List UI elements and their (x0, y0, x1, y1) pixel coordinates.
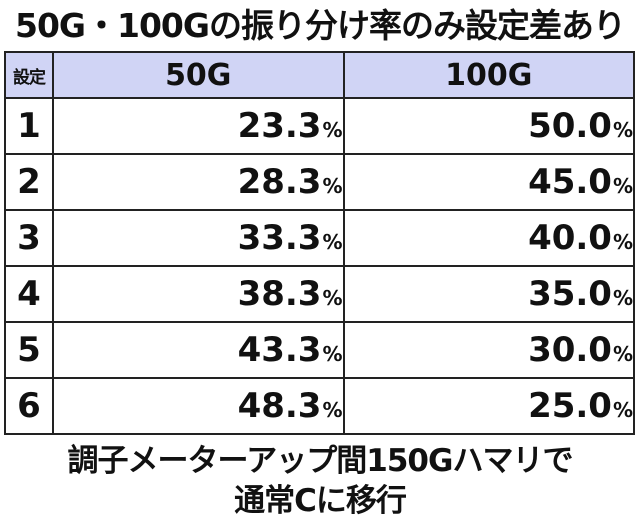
rate-value: 40.0 (528, 218, 612, 258)
rate-50g-cell: 28.3% (52, 153, 345, 211)
footer-line-1: 調子メーターアップ間150Gハマリで (67, 443, 574, 479)
percent-sign: % (322, 286, 343, 310)
rate-value: 43.3 (237, 330, 322, 370)
table-row: 2 28.3% 45.0% (4, 153, 635, 211)
rate-value: 28.3 (237, 162, 322, 202)
header-50g: 50G (52, 51, 345, 99)
rate-50g-cell: 33.3% (52, 209, 345, 267)
setting-cell: 3 (4, 209, 54, 267)
percent-sign: % (322, 230, 343, 254)
rate-50g-cell: 43.3% (52, 321, 345, 379)
rate-value: 25.0 (528, 386, 612, 426)
table-row: 4 38.3% 35.0% (4, 265, 635, 323)
rate-100g-cell: 35.0% (342, 265, 635, 323)
rate-50g-cell: 38.3% (52, 265, 345, 323)
percent-sign: % (612, 118, 633, 142)
rate-100g-cell: 50.0% (342, 97, 635, 155)
table-row: 6 48.3% 25.0% (4, 377, 635, 435)
rate-100g-cell: 30.0% (342, 321, 635, 379)
rate-50g-cell: 23.3% (52, 97, 345, 155)
rate-50g-cell: 48.3% (52, 377, 345, 435)
rate-value: 30.0 (528, 330, 612, 370)
percent-sign: % (322, 342, 343, 366)
percent-sign: % (322, 398, 343, 422)
table-header-row: 設定 50G 100G (4, 51, 635, 99)
table-row: 5 43.3% 30.0% (4, 321, 635, 379)
rate-value: 50.0 (528, 106, 612, 146)
setting-cell: 6 (4, 377, 54, 435)
footer-note: 調子メーターアップ間150Gハマリで 通常Cに移行 (0, 441, 640, 521)
header-100g: 100G (342, 51, 635, 99)
percent-sign: % (322, 174, 343, 198)
percent-sign: % (612, 174, 633, 198)
rate-value: 23.3 (237, 106, 322, 146)
setting-cell: 2 (4, 153, 54, 211)
rate-100g-cell: 45.0% (342, 153, 635, 211)
setting-cell: 1 (4, 97, 54, 155)
percent-sign: % (612, 286, 633, 310)
setting-cell: 4 (4, 265, 54, 323)
header-setting: 設定 (4, 51, 54, 99)
percent-sign: % (612, 398, 633, 422)
table-row: 1 23.3% 50.0% (4, 97, 635, 155)
rate-value: 35.0 (528, 274, 612, 314)
rate-table: 設定 50G 100G 1 23.3% 50.0% 2 28.3% 45.0% … (4, 51, 635, 435)
table-row: 3 33.3% 40.0% (4, 209, 635, 267)
rate-100g-cell: 40.0% (342, 209, 635, 267)
rate-value: 38.3 (237, 274, 322, 314)
page-title: 50G・100Gの振り分け率のみ設定差あり (15, 6, 626, 45)
footer-line-2: 通常Cに移行 (234, 483, 407, 519)
percent-sign: % (322, 118, 343, 142)
percent-sign: % (612, 230, 633, 254)
rate-value: 45.0 (528, 162, 612, 202)
percent-sign: % (612, 342, 633, 366)
rate-100g-cell: 25.0% (342, 377, 635, 435)
setting-cell: 5 (4, 321, 54, 379)
rate-value: 33.3 (237, 218, 322, 258)
rate-value: 48.3 (237, 386, 322, 426)
